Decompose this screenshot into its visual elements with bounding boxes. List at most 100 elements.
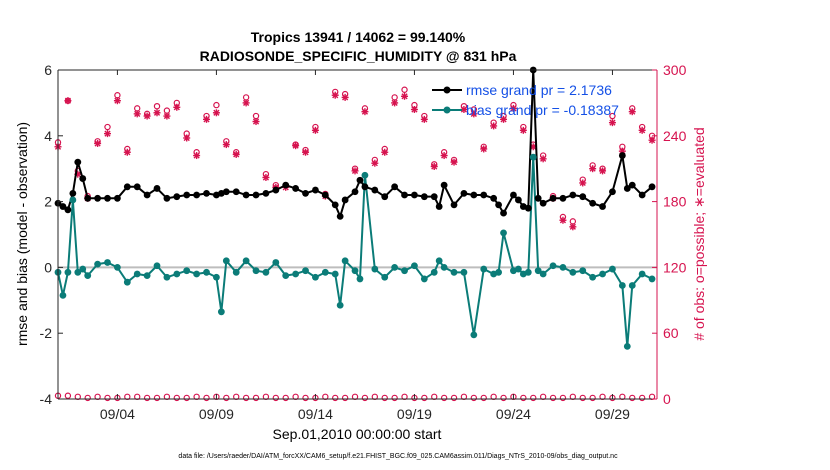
obs-evaluated-point bbox=[519, 126, 527, 134]
obs-evaluated-point bbox=[242, 99, 250, 107]
x-tick-label: 09/04 bbox=[100, 406, 135, 422]
rmse-point bbox=[430, 193, 438, 201]
bias-point bbox=[163, 273, 171, 281]
obs-possible-point bbox=[609, 112, 616, 120]
obs-possible-point bbox=[589, 394, 596, 402]
bias-point bbox=[292, 270, 300, 278]
bias-point bbox=[361, 171, 369, 179]
obs-evaluated-stroke bbox=[510, 105, 517, 112]
obs-evaluated-point bbox=[341, 93, 349, 101]
obs-possible-point bbox=[549, 394, 557, 402]
obs-possible-point bbox=[203, 394, 210, 402]
obs-evaluated-point bbox=[64, 97, 72, 105]
obs-evaluated-point bbox=[401, 92, 409, 100]
obs-possible-point bbox=[173, 394, 181, 402]
obs-possible-point bbox=[332, 394, 339, 402]
rmse-point bbox=[351, 188, 359, 196]
obs-evaluated-stroke bbox=[312, 127, 319, 134]
obs-evaluated-point bbox=[212, 109, 220, 117]
rmse-point bbox=[74, 158, 82, 166]
bias-point bbox=[460, 268, 468, 276]
y-right-axis-ticks: 0 60 120 180 240 300 bbox=[652, 62, 687, 407]
obs-evaluated-stroke bbox=[500, 116, 507, 123]
rmse-point bbox=[618, 152, 626, 159]
obs-possible-point bbox=[440, 394, 448, 402]
obs-possible-point bbox=[153, 394, 161, 402]
rmse-point bbox=[203, 189, 210, 197]
rmse-point bbox=[84, 194, 92, 202]
bias-point bbox=[495, 268, 502, 276]
obs-evaluated-point bbox=[589, 165, 597, 173]
obs-evaluated-point bbox=[133, 110, 141, 118]
obs-evaluated-stroke bbox=[490, 122, 497, 130]
bias-point bbox=[104, 259, 111, 266]
bias-point bbox=[648, 275, 656, 283]
obs-evaluated-point bbox=[143, 112, 151, 120]
obs-evaluated-stroke bbox=[292, 142, 299, 149]
rmse-point bbox=[356, 176, 364, 184]
rmse-point bbox=[292, 185, 300, 192]
rmse-point bbox=[579, 193, 587, 201]
rmse-point bbox=[470, 191, 478, 199]
rmse-point bbox=[435, 203, 443, 210]
rmse-point bbox=[114, 194, 121, 202]
obs-evaluated-stroke bbox=[381, 149, 388, 156]
rmse-point bbox=[312, 186, 319, 194]
obs-possible-point bbox=[391, 394, 398, 402]
obs-evaluated-point bbox=[222, 141, 230, 149]
obs-evaluated-stroke bbox=[391, 99, 398, 106]
bias-point bbox=[94, 260, 102, 268]
obs-possible-point bbox=[302, 394, 309, 402]
rmse-point bbox=[321, 191, 329, 199]
bias-point bbox=[579, 267, 587, 275]
bias-point bbox=[213, 273, 220, 281]
obs-evaluated-point bbox=[123, 148, 131, 156]
rmse-point bbox=[401, 191, 408, 199]
rmse-point bbox=[480, 191, 488, 199]
obs-evaluated-point bbox=[628, 108, 636, 116]
rmse-point bbox=[648, 183, 656, 191]
rmse-point bbox=[193, 191, 201, 199]
obs-possible-point bbox=[629, 394, 636, 402]
bias-point bbox=[411, 262, 418, 270]
rmse-point bbox=[514, 196, 522, 204]
rmse-point bbox=[534, 194, 542, 202]
y-right-axis-label: # of obs: o=possible; ∗=evaluated bbox=[691, 127, 707, 340]
bias-point bbox=[391, 264, 399, 271]
y-left-axis-ticks: -4 -2 0 2 4 6 bbox=[40, 62, 63, 407]
rmse-point bbox=[510, 191, 517, 199]
bias-point bbox=[618, 282, 626, 289]
obs-evaluated-stroke bbox=[559, 217, 567, 224]
bias-point bbox=[143, 272, 151, 280]
obs-possible-point bbox=[104, 123, 111, 131]
bias-point bbox=[623, 342, 631, 350]
bias-point bbox=[356, 275, 364, 283]
rmse-point bbox=[628, 181, 636, 189]
obs-possible-point bbox=[282, 394, 289, 402]
obs-evaluated-point bbox=[599, 167, 607, 175]
obs-evaluated-stroke bbox=[569, 223, 576, 230]
bias-point bbox=[183, 267, 191, 275]
obs-evaluated-point bbox=[104, 130, 112, 138]
bias-point bbox=[74, 268, 82, 276]
bias-point bbox=[203, 268, 210, 276]
bias-point bbox=[420, 275, 428, 283]
obs-evaluated-stroke bbox=[530, 143, 537, 150]
obs-evaluated-point bbox=[420, 115, 428, 123]
obs-evaluated-point bbox=[113, 97, 121, 105]
rmse-point bbox=[272, 186, 280, 194]
obs-evaluated-stroke bbox=[302, 149, 309, 156]
rmse-point bbox=[183, 191, 191, 199]
obs-evaluated-point bbox=[430, 163, 438, 171]
obs-evaluated-stroke bbox=[599, 167, 606, 174]
obs-evaluated-point bbox=[252, 118, 260, 126]
obs-evaluated-stroke bbox=[173, 104, 180, 111]
legend-rmse-marker bbox=[443, 86, 451, 94]
obs-evaluated-stroke bbox=[134, 110, 141, 117]
plot-area bbox=[58, 70, 657, 399]
rmse-point bbox=[609, 188, 616, 196]
obs-evaluated-stroke bbox=[203, 116, 210, 123]
bias-point bbox=[440, 264, 448, 271]
obs-evaluated-point bbox=[381, 148, 389, 156]
obs-evaluated-point bbox=[500, 115, 508, 123]
